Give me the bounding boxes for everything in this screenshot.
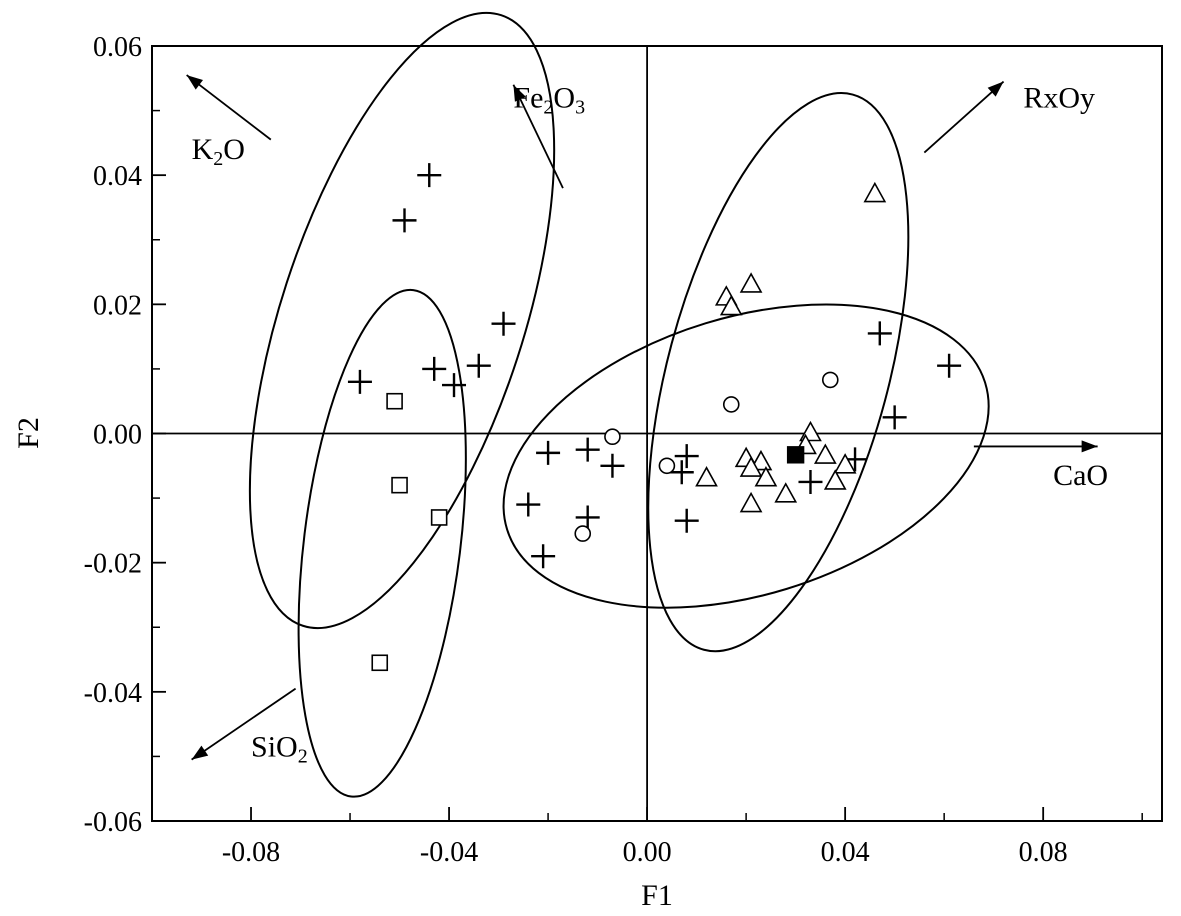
arrowhead-icon bbox=[191, 745, 209, 760]
plus-marker bbox=[516, 492, 541, 517]
cluster-ellipse bbox=[647, 92, 910, 653]
oxide-label: RxOy bbox=[1023, 81, 1095, 114]
direction-arrow-line bbox=[191, 687, 297, 761]
triangle-marker bbox=[823, 469, 847, 490]
plus-marker bbox=[392, 208, 417, 233]
plus-marker bbox=[937, 353, 962, 378]
arrowhead-icon bbox=[1081, 440, 1098, 453]
plus-marker bbox=[417, 163, 442, 188]
plus-marker bbox=[491, 311, 516, 336]
y-tick-label: 0.04 bbox=[93, 161, 142, 192]
triangle-marker bbox=[719, 294, 743, 316]
oxide-label: K2O bbox=[192, 133, 245, 170]
cluster-ellipse bbox=[248, 11, 556, 630]
plus-marker bbox=[422, 356, 447, 381]
plus-marker bbox=[575, 505, 600, 530]
plus-marker bbox=[669, 460, 694, 485]
filled-square-marker bbox=[786, 446, 805, 464]
arrowhead-icon bbox=[987, 81, 1004, 97]
x-tick-label: -0.04 bbox=[420, 837, 478, 868]
x-tick-label: 0.04 bbox=[821, 837, 870, 868]
annotation-layer: K2O Fe2O3 RxOy CaO SiO2 bbox=[186, 74, 1108, 767]
plus-marker bbox=[531, 544, 556, 569]
circle-marker bbox=[574, 525, 592, 542]
square-marker bbox=[391, 476, 408, 494]
plus-marker bbox=[867, 321, 892, 346]
tick-layer: -0.08 -0.04 0.00 0.04 0.08 0.06 0.04 0.02 0.00 -0… bbox=[84, 32, 1143, 868]
y-tick-label: 0.00 bbox=[93, 420, 142, 451]
reference-lines bbox=[152, 46, 1162, 821]
arrowhead-icon bbox=[513, 84, 526, 102]
plus-marker bbox=[674, 508, 699, 533]
triangle-marker bbox=[813, 443, 837, 464]
plus-marker bbox=[798, 469, 823, 494]
x-tick-label: -0.08 bbox=[222, 837, 280, 868]
direction-arrow-line bbox=[923, 80, 1005, 154]
plus-marker bbox=[882, 405, 907, 430]
y-axis-title: F2 bbox=[12, 417, 45, 449]
ellipse-layer bbox=[248, 11, 990, 798]
y-tick-label: -0.04 bbox=[84, 678, 142, 709]
plus-marker bbox=[536, 440, 561, 465]
triangle-marker bbox=[739, 491, 763, 513]
oxide-label: SiO2 bbox=[251, 730, 308, 767]
plus-marker bbox=[674, 444, 699, 469]
point-layer bbox=[347, 163, 962, 672]
square-marker bbox=[371, 654, 389, 672]
oxide-label: Fe2O3 bbox=[513, 81, 585, 118]
triangle-marker bbox=[739, 456, 763, 477]
cluster-ellipse bbox=[297, 288, 467, 798]
triangle-marker bbox=[754, 466, 778, 487]
triangle-marker bbox=[863, 181, 887, 203]
plus-marker bbox=[575, 437, 600, 462]
y-tick-label: 0.06 bbox=[93, 32, 142, 63]
square-marker bbox=[386, 392, 403, 410]
square-marker bbox=[430, 509, 448, 526]
plus-marker bbox=[600, 453, 625, 478]
triangle-marker bbox=[739, 272, 763, 293]
triangle-marker bbox=[749, 449, 773, 471]
oxide-label: CaO bbox=[1053, 459, 1108, 492]
y-tick-label: -0.02 bbox=[84, 549, 142, 580]
circle-marker bbox=[658, 457, 676, 475]
x-axis-title: F1 bbox=[641, 879, 673, 912]
triangle-marker bbox=[774, 482, 798, 503]
direction-arrow-line bbox=[512, 84, 564, 189]
plus-marker bbox=[347, 369, 372, 394]
arrowhead-icon bbox=[186, 75, 204, 90]
x-tick-label: 0.00 bbox=[623, 837, 672, 868]
x-tick-label: 0.08 bbox=[1019, 837, 1068, 868]
direction-arrow-line bbox=[186, 74, 272, 141]
plus-marker bbox=[442, 373, 467, 398]
plus-marker bbox=[466, 353, 491, 378]
circle-marker bbox=[722, 396, 740, 413]
triangle-marker bbox=[695, 466, 718, 487]
circle-marker bbox=[821, 371, 839, 389]
cluster-ellipse bbox=[502, 303, 990, 609]
y-tick-label: -0.06 bbox=[84, 807, 142, 838]
y-tick-label: 0.02 bbox=[93, 290, 142, 321]
triangle-marker bbox=[833, 453, 857, 474]
circle-marker bbox=[604, 428, 621, 446]
